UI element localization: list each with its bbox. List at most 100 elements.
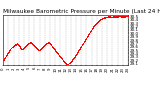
Point — [105, 17, 107, 18]
Point — [63, 61, 65, 62]
Point — [11, 46, 13, 48]
Point — [16, 43, 18, 44]
Point — [79, 47, 82, 48]
Point — [38, 49, 41, 50]
Point — [81, 43, 84, 44]
Point — [69, 61, 71, 63]
Point — [49, 44, 52, 45]
Point — [108, 16, 111, 17]
Point — [95, 22, 98, 24]
Point — [124, 15, 127, 17]
Point — [12, 46, 15, 47]
Point — [49, 44, 52, 45]
Point — [97, 21, 99, 22]
Point — [87, 34, 90, 35]
Point — [62, 60, 64, 61]
Point — [93, 25, 95, 26]
Point — [105, 16, 108, 18]
Point — [59, 56, 61, 57]
Point — [42, 46, 44, 47]
Point — [84, 39, 87, 41]
Point — [95, 22, 98, 23]
Point — [62, 60, 65, 61]
Point — [73, 56, 76, 57]
Point — [46, 42, 48, 44]
Point — [32, 44, 35, 46]
Point — [43, 44, 46, 46]
Point — [120, 16, 122, 17]
Point — [24, 45, 27, 46]
Point — [115, 16, 117, 17]
Point — [89, 31, 92, 32]
Point — [44, 43, 47, 45]
Point — [98, 20, 100, 21]
Point — [108, 16, 110, 17]
Point — [55, 51, 58, 52]
Point — [78, 48, 81, 49]
Point — [43, 45, 45, 46]
Point — [15, 43, 18, 44]
Point — [44, 44, 47, 45]
Point — [33, 45, 36, 46]
Point — [56, 52, 58, 53]
Point — [12, 45, 15, 47]
Point — [62, 61, 65, 62]
Point — [114, 16, 116, 17]
Point — [73, 56, 76, 58]
Point — [79, 47, 81, 49]
Point — [29, 41, 32, 43]
Point — [78, 49, 80, 51]
Point — [19, 47, 22, 48]
Point — [96, 21, 99, 23]
Point — [48, 42, 51, 44]
Point — [103, 17, 105, 18]
Point — [29, 41, 32, 43]
Point — [118, 16, 120, 17]
Point — [123, 16, 125, 18]
Point — [95, 23, 97, 24]
Point — [47, 42, 50, 43]
Point — [25, 45, 27, 47]
Point — [31, 43, 34, 44]
Point — [36, 48, 38, 49]
Point — [66, 63, 68, 65]
Point — [13, 45, 15, 46]
Point — [118, 15, 121, 17]
Point — [38, 50, 40, 51]
Point — [6, 54, 8, 55]
Point — [119, 15, 121, 17]
Point — [7, 52, 9, 53]
Point — [19, 46, 21, 47]
Point — [118, 16, 120, 17]
Point — [52, 46, 54, 48]
Point — [8, 49, 11, 51]
Point — [35, 48, 38, 49]
Point — [63, 61, 66, 63]
Point — [89, 31, 92, 32]
Point — [96, 21, 99, 23]
Point — [37, 49, 40, 51]
Point — [83, 40, 86, 42]
Point — [83, 41, 85, 42]
Point — [2, 59, 5, 61]
Point — [34, 46, 37, 48]
Point — [72, 58, 74, 59]
Point — [120, 16, 123, 17]
Point — [85, 37, 88, 38]
Point — [92, 27, 94, 28]
Point — [103, 17, 106, 18]
Point — [55, 51, 57, 52]
Point — [69, 61, 72, 63]
Point — [120, 16, 122, 17]
Point — [99, 19, 102, 20]
Point — [8, 50, 11, 51]
Point — [35, 47, 38, 49]
Point — [87, 34, 89, 35]
Point — [21, 48, 24, 50]
Point — [53, 49, 56, 50]
Point — [50, 45, 53, 46]
Point — [23, 47, 25, 49]
Point — [84, 39, 87, 40]
Point — [5, 55, 7, 56]
Point — [68, 62, 71, 63]
